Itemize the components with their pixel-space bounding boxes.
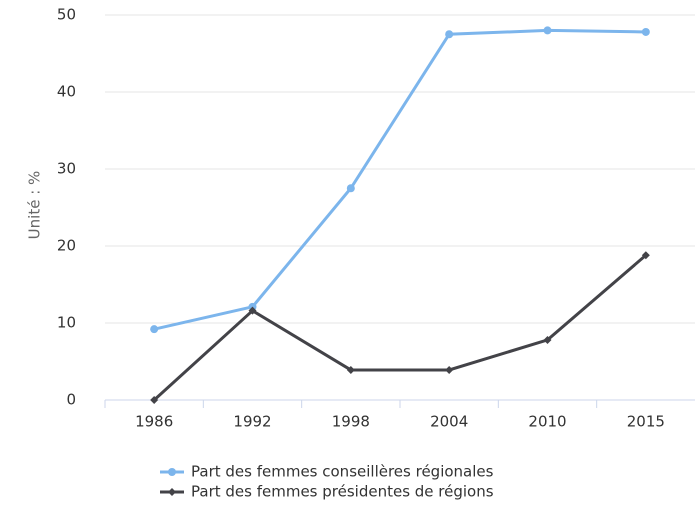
- data-point: [150, 396, 159, 404]
- y-tick-label: 10: [57, 314, 76, 332]
- y-axis-label: Unité : %: [26, 171, 44, 240]
- y-tick-label: 40: [57, 83, 76, 101]
- x-tick-label: 2004: [430, 413, 468, 431]
- data-point: [445, 30, 454, 39]
- data-point: [150, 325, 159, 334]
- series-line: [153, 254, 647, 402]
- y-tick-label: 0: [66, 391, 76, 409]
- x-tick-label: 2015: [627, 413, 665, 431]
- data-point: [641, 27, 650, 36]
- legend-label: Part des femmes présidentes de régions: [191, 483, 494, 501]
- data-point: [445, 365, 454, 374]
- x-tick-label: 1992: [233, 413, 271, 431]
- y-tick-label: 20: [57, 237, 76, 255]
- y-tick-label: 50: [57, 6, 76, 24]
- legend-marker: [168, 468, 176, 476]
- data-point: [641, 251, 650, 260]
- x-tick-label: 1998: [332, 413, 370, 431]
- x-tick-label: 1986: [135, 413, 173, 431]
- series-line: [153, 28, 646, 331]
- data-point: [346, 365, 355, 374]
- y-tick-label: 30: [57, 160, 76, 178]
- data-point: [543, 26, 552, 35]
- data-point: [346, 184, 355, 193]
- data-point: [543, 335, 552, 344]
- x-tick-label: 2010: [528, 413, 566, 431]
- legend-label: Part des femmes conseillères régionales: [191, 463, 494, 481]
- legend-marker: [168, 488, 176, 496]
- data-point: [248, 306, 257, 315]
